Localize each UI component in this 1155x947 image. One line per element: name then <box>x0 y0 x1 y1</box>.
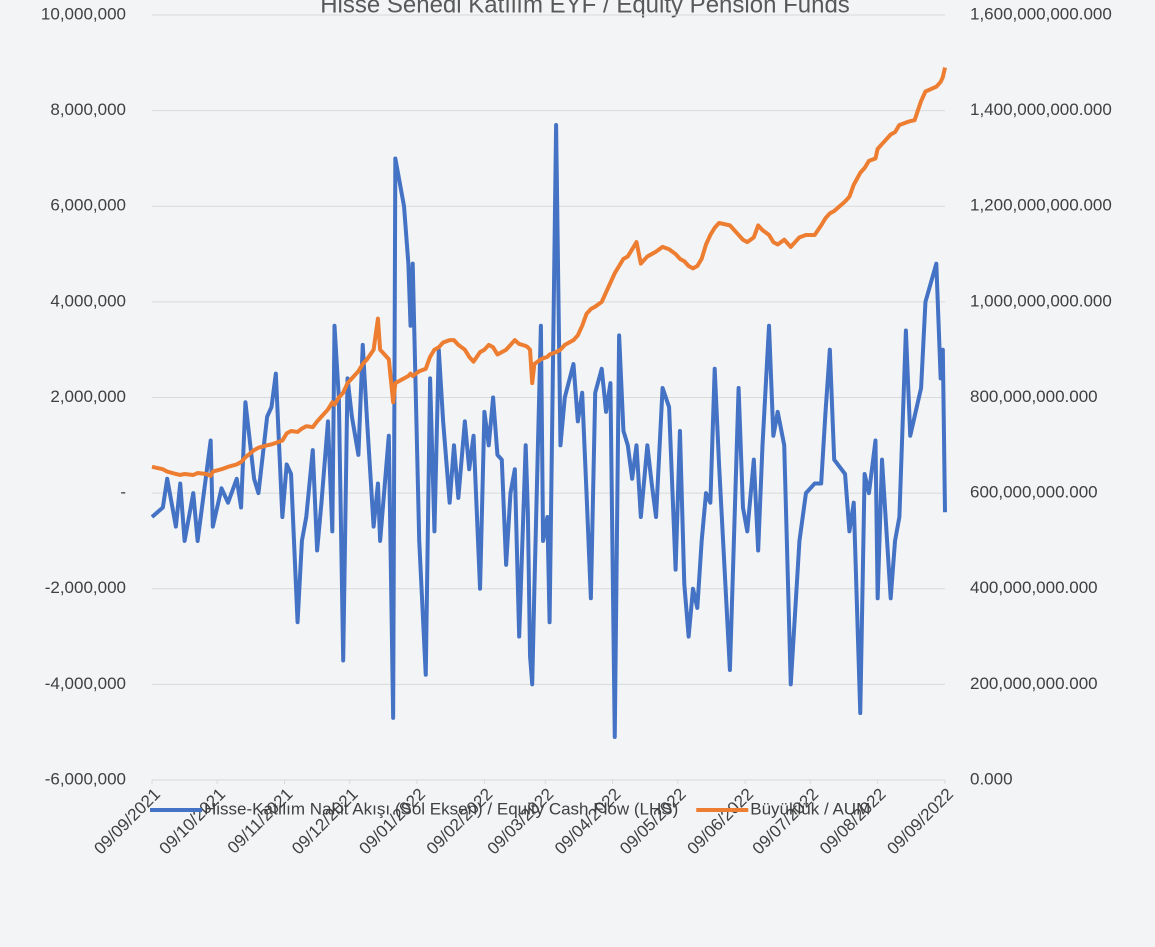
y2-tick-label: 400,000,000.000 <box>970 578 1098 597</box>
y2-tick-label: 1,600,000,000.000 <box>970 4 1112 23</box>
y-tick-label: -2,000,000 <box>45 578 126 597</box>
y-tick-label: -6,000,000 <box>45 769 126 788</box>
legend-label: Büyüklük / AUM <box>750 799 870 818</box>
data-line <box>150 122 947 739</box>
chart-title: Hisse Senedi Katılım EYF / Equity Pensio… <box>320 0 850 18</box>
y-tick-label: - <box>120 483 126 502</box>
y-tick-label: 2,000,000 <box>50 387 126 406</box>
y2-tick-label: 1,200,000,000.000 <box>970 196 1112 215</box>
y2-tick-label: 800,000,000.000 <box>970 387 1098 406</box>
y-tick-label: 4,000,000 <box>50 291 126 310</box>
y2-tick-label: 0.000 <box>970 769 1013 788</box>
data-line <box>151 67 947 478</box>
y2-tick-label: 600,000,000.000 <box>970 483 1098 502</box>
y2-tick-label: 200,000,000.000 <box>970 674 1098 693</box>
y-tick-label: -4,000,000 <box>45 674 126 693</box>
y-tick-label: 8,000,000 <box>50 100 126 119</box>
legend-label: Hisse-Katılım Nakit Akışı (Sol Eksen) / … <box>204 799 678 818</box>
y2-tick-label: 1,000,000,000.000 <box>970 291 1112 310</box>
y-tick-label: 6,000,000 <box>50 196 126 215</box>
y2-tick-label: 1,400,000,000.000 <box>970 100 1112 119</box>
y-tick-label: 10,000,000 <box>41 4 126 23</box>
